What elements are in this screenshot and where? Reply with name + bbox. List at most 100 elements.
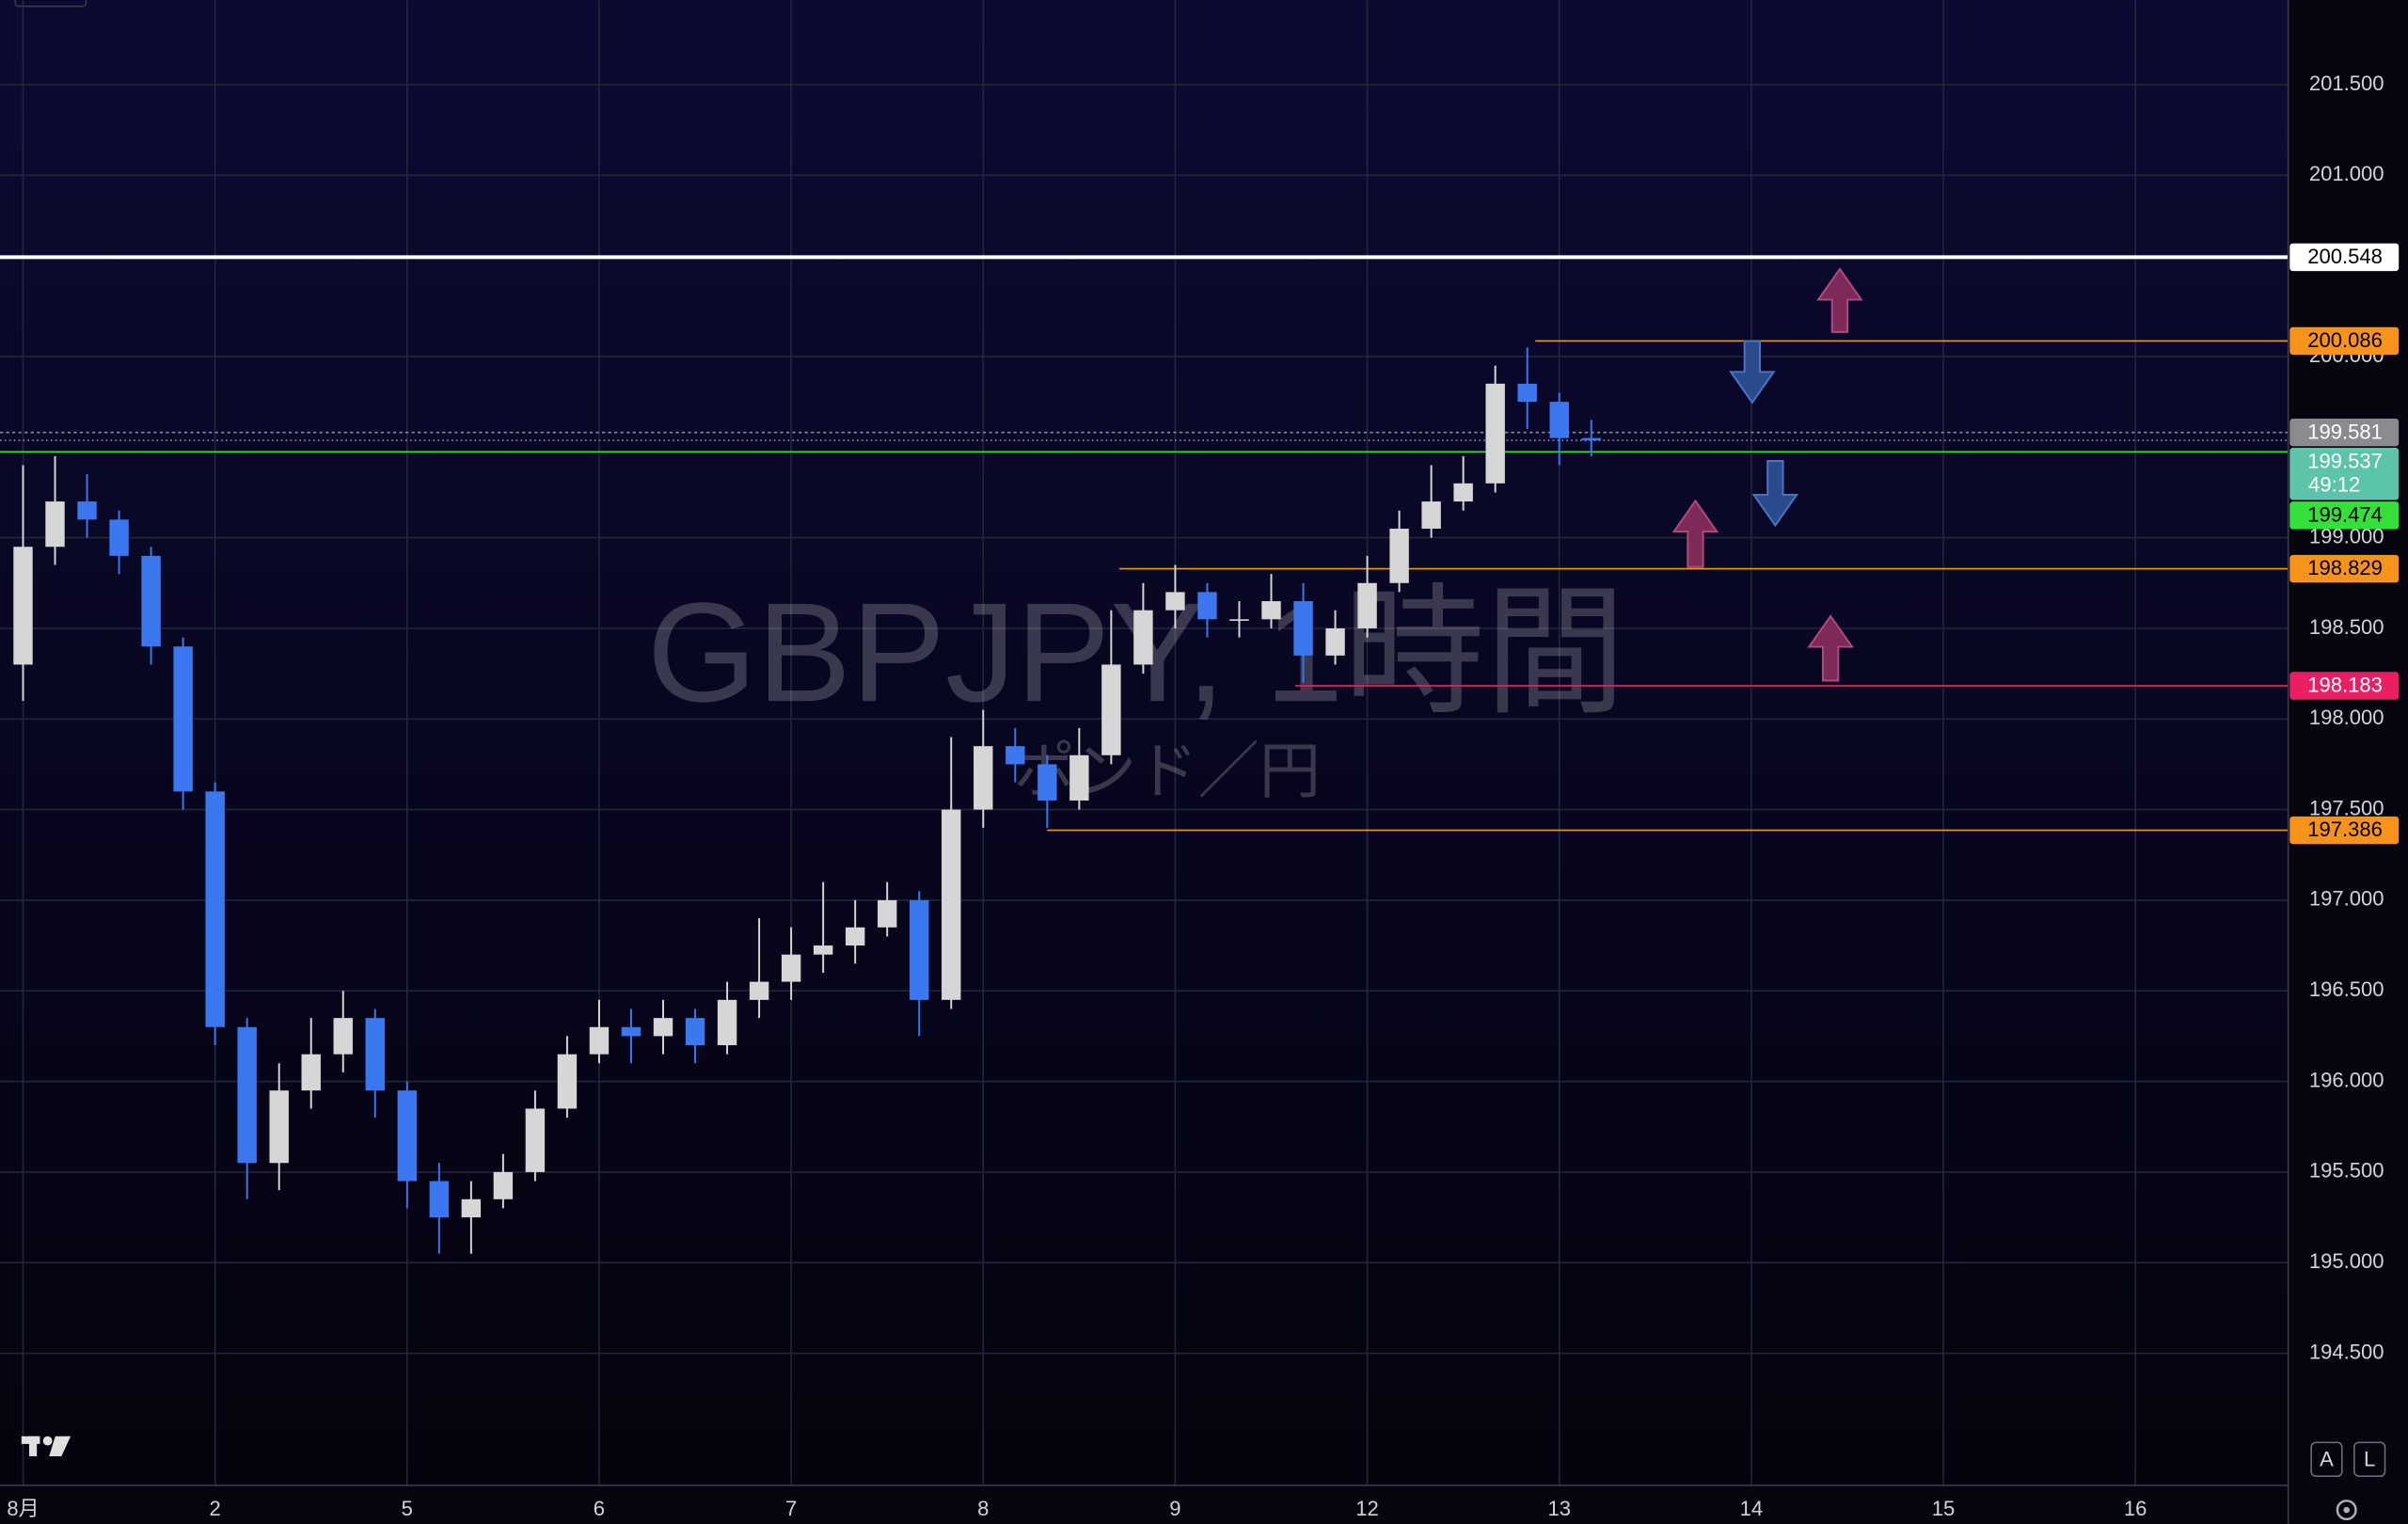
levels	[0, 255, 2289, 832]
price-box	[2289, 243, 2400, 272]
candle-body	[45, 501, 65, 548]
price-box	[2289, 501, 2400, 530]
candle-body	[1485, 383, 1505, 484]
x-tick-label: 15	[1932, 1497, 1956, 1520]
y-tick-label: 197.000	[2309, 887, 2384, 911]
candle-body	[621, 1026, 642, 1037]
time-axis	[0, 1484, 2289, 1524]
candle-body	[1549, 402, 1569, 438]
candle-body	[1069, 754, 1089, 801]
up-arrow	[1807, 614, 1854, 682]
candle-body	[429, 1181, 450, 1218]
tradingview-logo	[21, 1436, 71, 1456]
y-tick-label: 198.000	[2309, 706, 2384, 729]
candle-body	[1229, 619, 1249, 621]
candles	[13, 347, 1601, 1254]
button-label[interactable]: A	[2320, 1448, 2334, 1471]
candle-body	[1325, 627, 1345, 656]
candle-body	[1133, 610, 1153, 665]
candle-body	[845, 927, 865, 946]
candle-body	[173, 646, 193, 792]
candle-body	[333, 1018, 353, 1055]
candle-body	[1261, 601, 1281, 620]
y-tick-label: 195.000	[2309, 1249, 2384, 1273]
y-tick-label: 201.000	[2309, 162, 2384, 185]
candle-body	[141, 555, 161, 647]
price-box-label: 197.386	[2307, 818, 2383, 841]
price-box-label: 200.086	[2307, 328, 2383, 352]
x-tick-label: 2	[210, 1497, 221, 1520]
x-tick-label: 9	[1169, 1497, 1180, 1520]
price-box-label: 200.548	[2307, 245, 2383, 268]
candle-body	[877, 899, 897, 928]
candle-body	[1517, 383, 1537, 403]
candle-body	[1165, 592, 1185, 611]
button-label[interactable]: L	[2364, 1448, 2375, 1471]
countdown: 49:12	[2308, 473, 2360, 497]
y-tick-label: 195.500	[2309, 1159, 2384, 1183]
candle-body	[1581, 437, 1601, 441]
candle-body	[685, 1018, 705, 1046]
candle-body	[461, 1199, 482, 1218]
price-box	[2289, 672, 2400, 700]
auto-button[interactable]	[2310, 1441, 2343, 1477]
candle-body	[525, 1108, 546, 1172]
watermark-sub: ポンド／円	[1014, 737, 1321, 805]
candle-body	[1357, 582, 1377, 628]
top-box	[14, 0, 87, 8]
x-tick-label: 8	[977, 1497, 989, 1520]
candle-body	[942, 809, 961, 1000]
candle-body	[589, 1026, 610, 1055]
price-box	[2289, 554, 2400, 583]
candle-body	[974, 746, 993, 810]
candle-body	[365, 1018, 385, 1091]
candle-body	[205, 791, 225, 1027]
x-tick-label: 14	[1740, 1497, 1764, 1520]
price-box	[2289, 448, 2400, 500]
candle-body	[1293, 601, 1313, 656]
y-tick-label: 197.500	[2309, 796, 2384, 819]
price-box-label: 199.474	[2307, 502, 2383, 526]
price-box-label: 198.829	[2307, 556, 2383, 579]
candle-body	[13, 547, 33, 665]
candle-body	[1038, 764, 1057, 801]
up-arrow	[1671, 499, 1719, 568]
candle-body	[1197, 592, 1217, 620]
price-box	[2289, 816, 2400, 845]
y-tick-label: 198.500	[2309, 615, 2384, 639]
price-axis	[2288, 0, 2408, 1524]
candle-body	[749, 981, 769, 1000]
logo-part	[42, 1436, 53, 1446]
candle-body	[717, 999, 737, 1046]
y-tick-label: 194.500	[2309, 1340, 2384, 1363]
candle-body	[77, 501, 97, 520]
price-box-label: 199.537	[2307, 449, 2383, 472]
x-tick-label: 12	[1355, 1497, 1379, 1520]
candle-body	[1101, 664, 1121, 755]
x-tick-label: 5	[402, 1497, 413, 1520]
x-tick-label: 13	[1547, 1497, 1571, 1520]
log-button[interactable]	[2353, 1441, 2386, 1477]
candle-body	[269, 1090, 289, 1164]
settings-icon-dot	[2343, 1506, 2350, 1514]
x-tick-label: 6	[594, 1497, 605, 1520]
price-box-label: 199.581	[2307, 420, 2383, 443]
down-arrow	[1751, 460, 1799, 528]
y-tick-label: 196.500	[2309, 977, 2384, 1001]
candle-body	[557, 1054, 578, 1109]
candle-body	[1006, 746, 1025, 765]
candle-body	[301, 1054, 321, 1091]
axis-labels: 194.500 195.000 195.500 196.000 196.500 197.0…	[7, 71, 2400, 1520]
settings-icon[interactable]	[2336, 1500, 2357, 1521]
candle-body	[781, 954, 801, 982]
y-tick-label: 201.500	[2309, 71, 2384, 95]
price-box	[2289, 326, 2400, 356]
candle-body	[910, 899, 929, 1000]
candle-body	[1421, 501, 1441, 529]
logo-part	[49, 1436, 71, 1456]
candle-body	[1389, 528, 1409, 583]
candle-body	[653, 1018, 673, 1037]
up-arrow	[1816, 267, 1863, 333]
x-tick-label: 8月	[7, 1497, 39, 1520]
